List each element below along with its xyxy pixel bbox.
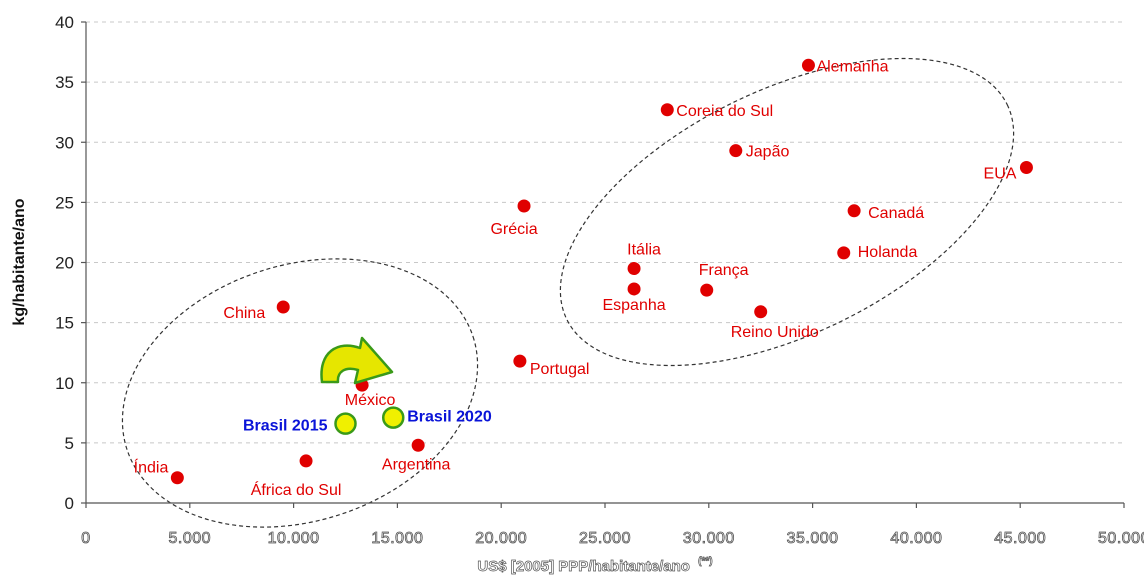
data-point <box>627 262 641 276</box>
y-tick-label: 15 <box>55 314 74 333</box>
data-point <box>517 199 531 213</box>
data-point <box>170 471 184 485</box>
y-tick-label: 25 <box>55 193 74 212</box>
data-point-label: África do Sul <box>251 480 342 499</box>
x-tick-label: 50.000 <box>1098 530 1144 547</box>
data-point <box>801 58 815 72</box>
x-tick-label: 30.000 <box>683 530 735 547</box>
developed-cluster-ellipse <box>559 57 1015 367</box>
highlight-point-label: Brasil 2015 <box>243 418 328 435</box>
y-tick-label: 40 <box>55 13 74 32</box>
x-tick-label: 10.000 <box>268 530 320 547</box>
data-point <box>847 204 861 218</box>
data-point <box>513 354 527 368</box>
data-point <box>627 282 641 296</box>
x-tick-label: 40.000 <box>890 530 942 547</box>
x-axis-title: US$ [2005] PPP/habitante/ano (**) <box>477 556 712 575</box>
y-tick-label: 30 <box>55 133 74 152</box>
y-axis-title: kg/habitante/ano <box>11 198 28 325</box>
x-tick-label: 25.000 <box>579 530 631 547</box>
grid-lines <box>86 21 1124 444</box>
x-tick-label: 35.000 <box>787 530 839 547</box>
y-tick-label: 0 <box>65 494 74 513</box>
data-point-label: China <box>223 305 265 322</box>
data-point-label: Argentina <box>382 456 451 473</box>
data-point-label: Itália <box>627 242 661 259</box>
data-point <box>276 300 290 314</box>
data-point <box>754 305 768 319</box>
data-point-label: Espanha <box>602 297 665 314</box>
highlight-point <box>381 406 405 429</box>
data-points: Índia África do Sul China México Argentina Po… <box>134 58 1033 499</box>
developing-cluster-ellipse <box>121 258 479 528</box>
data-point <box>837 246 851 260</box>
data-point-label: França <box>699 262 749 279</box>
data-point <box>729 144 743 158</box>
data-point-label: Canadá <box>868 205 924 222</box>
data-point <box>1019 161 1033 175</box>
data-point <box>411 438 425 452</box>
data-point-label: Alemanha <box>816 58 888 75</box>
highlight-point-label: Brasil 2020 <box>407 409 492 426</box>
highlight-point <box>334 412 357 435</box>
data-point-label: Portugal <box>530 361 590 378</box>
x-axis-title-sup: (**) <box>698 556 712 567</box>
x-tick-label: 15.000 <box>371 530 423 547</box>
data-point-label: Índia <box>134 458 169 477</box>
y-tick-label: 20 <box>55 254 74 273</box>
data-point-label: México <box>345 392 396 409</box>
x-tick-label: 20.000 <box>475 530 527 547</box>
y-tick-label: 5 <box>65 434 74 453</box>
cluster-ellipses <box>121 57 1015 528</box>
x-axis-title-main: US$ [2005] PPP/habitante/ano <box>477 558 690 575</box>
data-point-label: Japão <box>746 144 790 161</box>
axes <box>81 21 1125 508</box>
data-point <box>700 283 714 297</box>
trend-arrow-icon <box>320 336 394 385</box>
data-point <box>299 454 313 468</box>
data-point-label: Coreia do Sul <box>676 103 773 120</box>
x-tick-label: 45.000 <box>994 530 1046 547</box>
x-tick-label: 0 <box>81 530 90 547</box>
data-point-label: Holanda <box>858 244 918 261</box>
tick-labels: 0 5 10 15 20 25 30 35 40 0 5.000 10.000 15.000 20.000… <box>55 13 1144 547</box>
data-point-label: EUA <box>984 166 1017 183</box>
y-tick-label: 35 <box>55 73 74 92</box>
data-point <box>660 103 674 117</box>
data-point-label: Reino Unido <box>731 324 819 341</box>
y-tick-label: 10 <box>55 374 74 393</box>
x-tick-label: 5.000 <box>169 530 212 547</box>
data-point-label: Grécia <box>490 221 537 238</box>
